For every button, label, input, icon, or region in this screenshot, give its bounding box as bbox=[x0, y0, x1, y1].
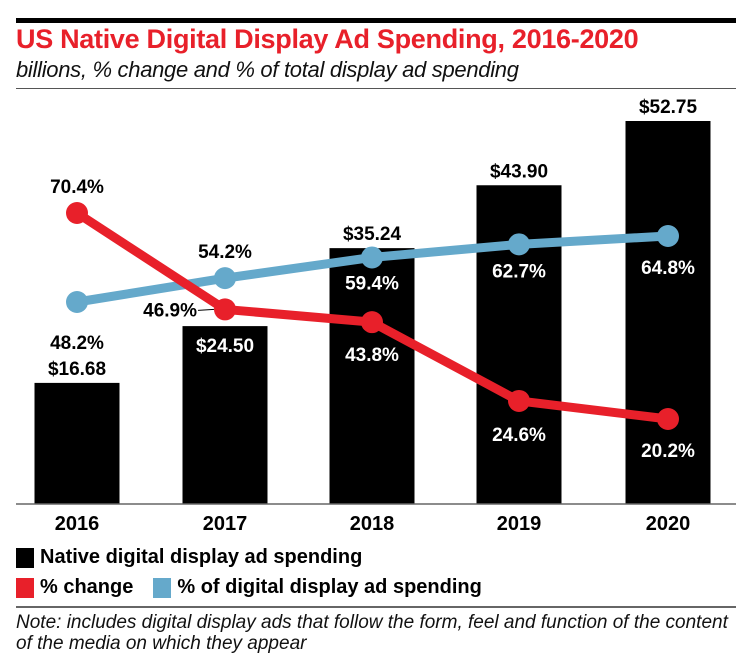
change-point bbox=[657, 408, 679, 430]
share-point bbox=[66, 291, 88, 313]
change-point bbox=[508, 389, 530, 412]
x-tick-label: 2017 bbox=[203, 513, 248, 535]
bar-2018 bbox=[329, 248, 415, 504]
change-point bbox=[214, 298, 236, 321]
change-point bbox=[361, 311, 383, 334]
x-tick-label: 2018 bbox=[350, 513, 395, 535]
legend-row-lines: % change % of digital display ad spendin… bbox=[16, 576, 482, 599]
legend-swatch-black bbox=[16, 547, 34, 568]
note-divider bbox=[16, 606, 736, 608]
change-value-label: 46.9% bbox=[143, 300, 197, 321]
change-value-label: 24.6% bbox=[492, 425, 546, 446]
legend-label-change: % change bbox=[40, 576, 134, 598]
bar-2017 bbox=[182, 326, 268, 504]
legend-swatch-blue bbox=[153, 577, 172, 598]
share-value-label: 59.4% bbox=[345, 273, 399, 294]
bar-2019 bbox=[476, 185, 562, 504]
change-value-label: 20.2% bbox=[641, 441, 695, 462]
change-value-label: 43.8% bbox=[345, 345, 399, 366]
x-tick-label: 2020 bbox=[646, 513, 691, 535]
legend-label-bars: Native digital display ad spending bbox=[40, 546, 363, 568]
share-point bbox=[657, 225, 679, 247]
bar-2020 bbox=[625, 121, 711, 504]
share-value-label: 48.2% bbox=[50, 333, 104, 354]
change-point bbox=[66, 202, 88, 224]
chart-area: $16.68 2016 $24.50 2017 $35.24 2018 $43.90 2019… bbox=[16, 97, 736, 535]
title-divider bbox=[16, 88, 736, 89]
footnote: Note: includes digital display ads that … bbox=[16, 612, 728, 654]
bar-value-label: $35.24 bbox=[343, 224, 402, 245]
share-value-label: 54.2% bbox=[198, 242, 252, 263]
bar-value-label: $24.50 bbox=[196, 336, 254, 357]
legend-swatch-red bbox=[16, 577, 34, 598]
share-point bbox=[508, 233, 530, 256]
label-leader-line bbox=[197, 308, 215, 311]
legend-label-share: % of digital display ad spending bbox=[177, 576, 482, 598]
top-rule bbox=[16, 18, 736, 23]
x-tick-label: 2019 bbox=[497, 513, 542, 535]
bar-2016 bbox=[34, 382, 120, 504]
chart-subtitle: billions, % change and % of total displa… bbox=[16, 57, 519, 82]
share-point bbox=[214, 267, 236, 290]
x-tick-label: 2016 bbox=[55, 513, 100, 535]
bar-value-label: $43.90 bbox=[490, 161, 548, 182]
share-value-label: 62.7% bbox=[492, 261, 546, 282]
legend-item-bars: Native digital display ad spending bbox=[16, 546, 362, 569]
share-value-label: 64.8% bbox=[641, 258, 695, 279]
chart-title: US Native Digital Display Ad Spending, 2… bbox=[16, 24, 639, 54]
change-value-label: 70.4% bbox=[50, 177, 104, 198]
bar-value-label: $52.75 bbox=[639, 97, 698, 118]
share-point bbox=[361, 246, 383, 269]
bar-value-label: $16.68 bbox=[48, 359, 106, 380]
